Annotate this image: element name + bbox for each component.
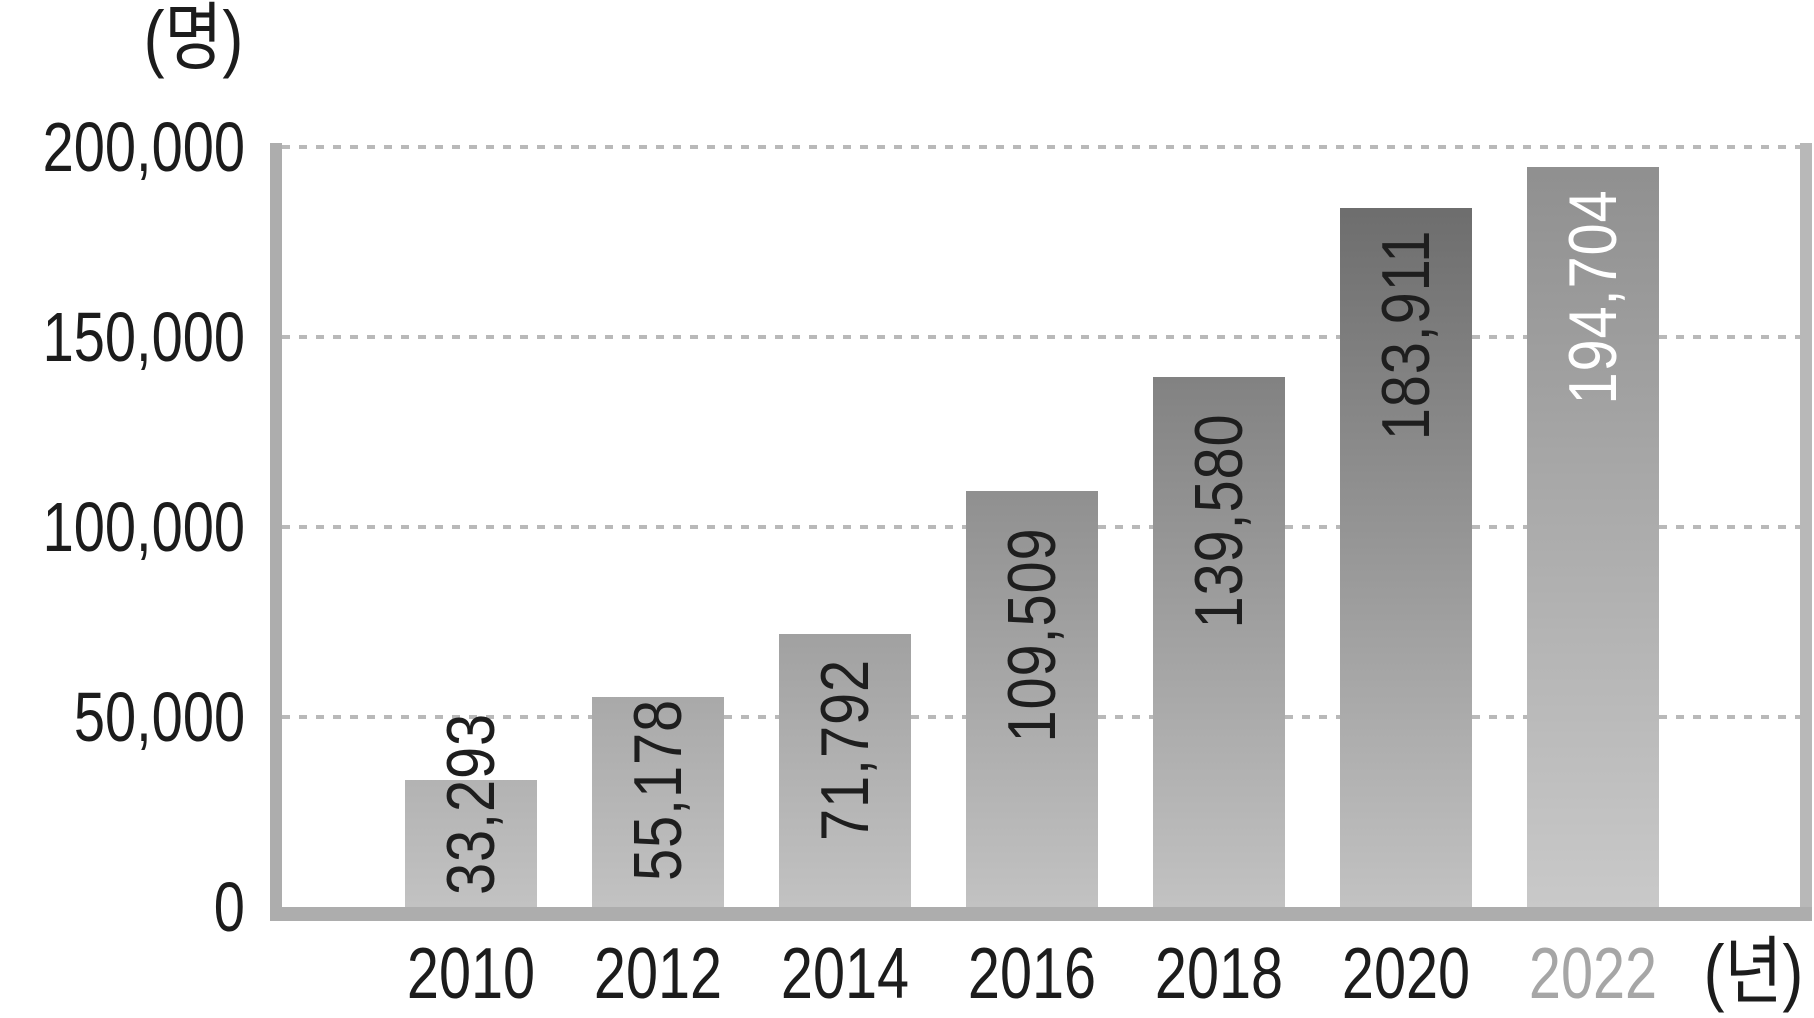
y-tick-label: 100,000 <box>42 488 245 566</box>
bar-value-label: 71,792 <box>807 659 883 841</box>
right-frame-line <box>1800 143 1812 921</box>
y-tick-label: 150,000 <box>42 298 245 376</box>
gridline-150000 <box>282 335 1800 339</box>
bar-value-label: 33,293 <box>433 713 509 895</box>
y-axis-line <box>270 143 282 921</box>
x-tick-label-2016: 2016 <box>967 934 1097 1014</box>
bar-value-label: 183,911 <box>1368 229 1444 441</box>
x-tick-label-2022: 2022 <box>1528 934 1658 1014</box>
x-tick-label-2018: 2018 <box>1154 934 1284 1014</box>
y-tick-label: 200,000 <box>42 108 245 186</box>
x-tick-label-2014: 2014 <box>780 934 910 1014</box>
bar-2018 <box>1153 377 1285 907</box>
x-axis-line <box>270 907 1812 921</box>
gridline-200000 <box>282 145 1800 149</box>
bar-value-label: 109,509 <box>994 527 1070 743</box>
bar-2020 <box>1340 208 1472 907</box>
y-axis-title: (명) <box>143 0 243 79</box>
bar-2016 <box>966 491 1098 907</box>
x-axis-title: (년) <box>1703 930 1803 1013</box>
bar-2010 <box>405 780 537 907</box>
bar-value-label: 55,178 <box>620 699 696 881</box>
x-tick-label-2012: 2012 <box>593 934 723 1014</box>
y-tick-label: 0 <box>213 868 245 946</box>
bar-2014 <box>779 634 911 907</box>
y-tick-label: 50,000 <box>73 678 245 756</box>
bar-value-label: 194,704 <box>1555 189 1631 405</box>
bar-value-label: 139,580 <box>1181 413 1257 629</box>
bar-2012 <box>592 697 724 907</box>
bar-2022 <box>1527 167 1659 907</box>
x-tick-label-2020: 2020 <box>1341 934 1471 1014</box>
x-tick-label-2010: 2010 <box>406 934 536 1014</box>
